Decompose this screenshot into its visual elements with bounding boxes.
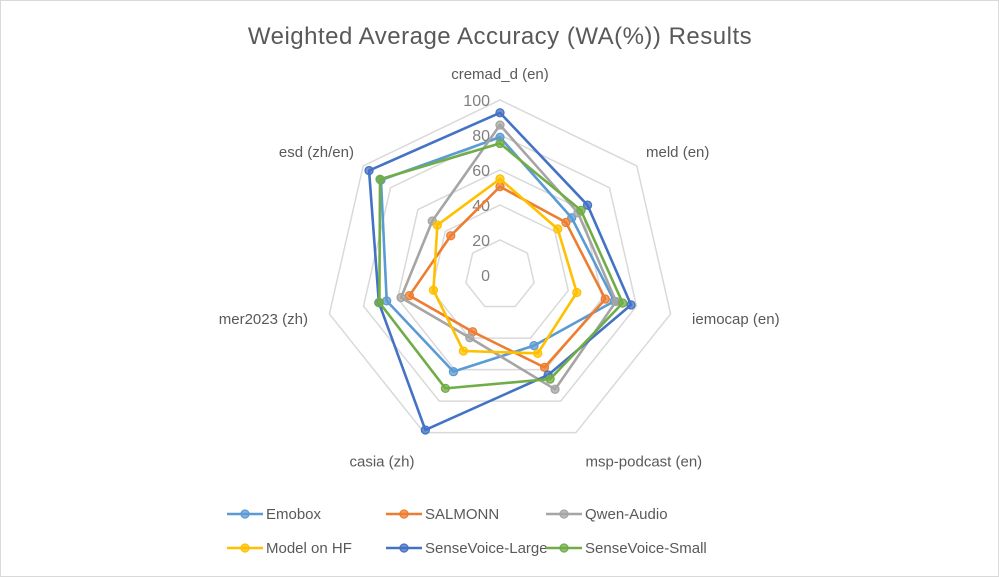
legend-swatch-marker	[399, 543, 409, 553]
data-point	[495, 108, 505, 118]
data-point	[374, 297, 385, 308]
data-point	[529, 340, 539, 351]
data-point	[375, 174, 385, 184]
data-point	[420, 425, 431, 435]
legend-swatch-marker	[399, 509, 409, 519]
legend-label: Model on HF	[266, 540, 352, 557]
data-point	[495, 138, 505, 149]
data-point	[576, 205, 586, 216]
data-point	[550, 384, 560, 394]
legend-label: Qwen-Audio	[585, 506, 668, 523]
data-point	[539, 362, 550, 373]
data-point	[626, 300, 636, 310]
legend-swatch-marker	[559, 509, 569, 519]
data-point	[432, 220, 442, 230]
legend-label: SenseVoice-Small	[585, 540, 707, 557]
series-line	[399, 123, 618, 391]
data-point	[561, 217, 571, 228]
data-point	[396, 292, 406, 303]
chart-title: Weighted Average Accuracy (WA(%)) Result…	[248, 23, 752, 50]
legend-item: Emobox	[227, 506, 322, 523]
legend-label: Emobox	[266, 506, 322, 523]
tick-label: 0	[481, 268, 490, 285]
data-point	[440, 383, 451, 394]
data-point	[364, 165, 374, 176]
series-sensevoice-large	[364, 108, 636, 435]
series-line	[379, 135, 616, 373]
data-point	[382, 296, 392, 306]
series-model-on-hf	[428, 174, 582, 359]
axis-label: meld (en)	[646, 144, 709, 161]
data-point	[404, 291, 415, 301]
series-sensevoice-small	[374, 138, 628, 394]
gridline-ring	[396, 169, 604, 371]
data-point	[533, 348, 543, 359]
gridline-ring	[465, 239, 535, 308]
data-point	[618, 298, 628, 308]
series-line	[432, 177, 579, 355]
axis-label: cremad_d (en)	[451, 66, 549, 83]
legend-swatch-marker	[559, 543, 569, 553]
data-point	[465, 333, 475, 343]
legend-item: SenseVoice-Small	[546, 540, 707, 557]
series-salmonn	[404, 181, 610, 373]
legend-item: Model on HF	[227, 540, 352, 557]
legend-item: Qwen-Audio	[546, 506, 668, 523]
data-point	[545, 374, 555, 384]
data-point	[428, 285, 439, 295]
legend-swatch-marker	[240, 543, 250, 553]
axis-label: msp-podcast (en)	[585, 453, 702, 470]
axis-label: mer2023 (zh)	[219, 311, 308, 328]
axis-label: casia (zh)	[349, 453, 414, 470]
axis-label: iemocap (en)	[692, 311, 780, 328]
tick-label: 20	[472, 233, 490, 250]
data-point	[495, 174, 505, 184]
data-point	[572, 287, 582, 298]
series-line	[367, 111, 633, 432]
axis-label: esd (zh/en)	[279, 144, 354, 161]
data-point	[495, 120, 505, 130]
gridline-ring	[328, 99, 672, 434]
tick-label: 60	[472, 163, 490, 180]
data-point	[553, 224, 563, 234]
legend-label: SenseVoice-Large	[425, 540, 548, 557]
data-point	[582, 200, 593, 210]
legend-label: SALMONN	[425, 506, 499, 523]
series-line	[378, 142, 624, 390]
legend-swatch-marker	[240, 509, 250, 519]
data-point	[448, 367, 459, 377]
data-point	[600, 294, 610, 304]
data-point	[495, 181, 505, 192]
series-line	[408, 185, 607, 369]
legend-item: SenseVoice-Large	[386, 540, 548, 557]
data-point	[446, 231, 456, 241]
tick-label: 100	[463, 93, 490, 110]
gridline-ring	[362, 134, 638, 402]
legend-item: SALMONN	[386, 506, 499, 523]
tick-label: 80	[472, 128, 490, 145]
data-point	[458, 346, 469, 356]
gridline-ring	[430, 204, 570, 339]
